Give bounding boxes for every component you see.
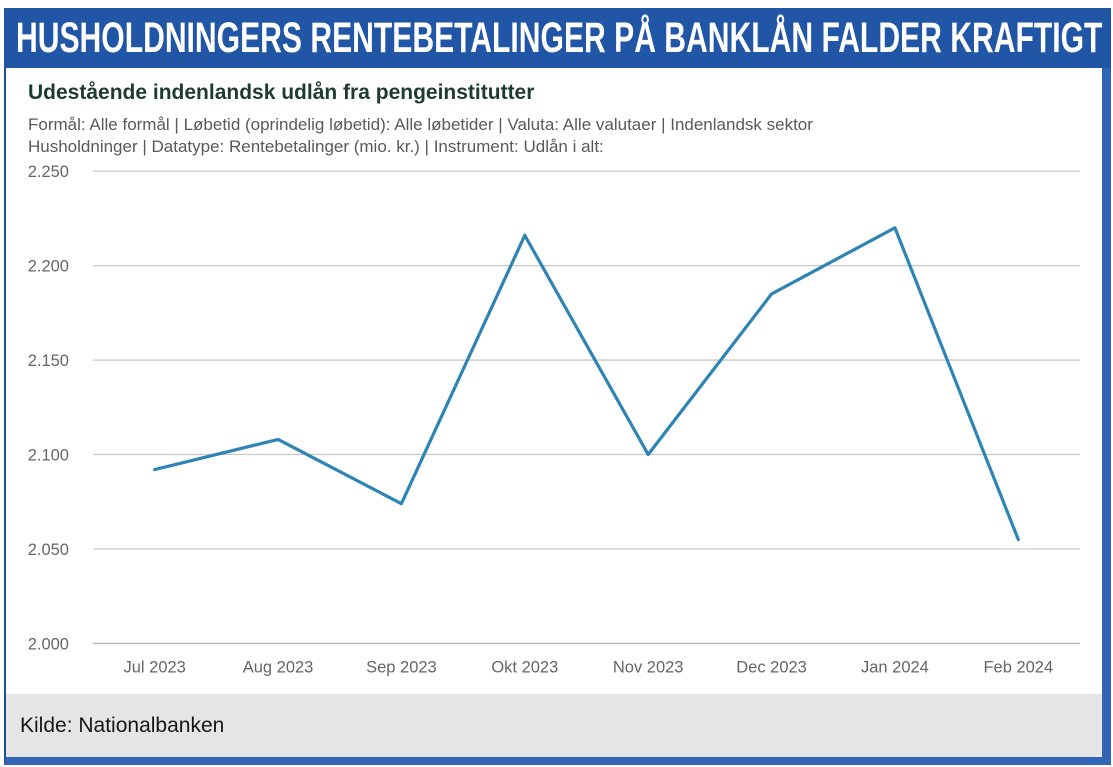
chart-header: Udestående indenlandsk udlån fra pengein… xyxy=(6,68,1102,158)
line-chart-canvas: 2.250 2.200 2.150 2.100 2.050 2.000 Jul 2023 Au… xyxy=(28,162,1080,677)
x-tick-label: Dec 2023 xyxy=(736,658,807,677)
headline-banner: HUSHOLDNINGERS RENTEBETALINGER PÅ BANKLÅ… xyxy=(4,8,1111,68)
y-tick-label: 2.050 xyxy=(28,540,69,559)
infographic-card: HUSHOLDNINGERS RENTEBETALINGER PÅ BANKLÅ… xyxy=(4,8,1111,765)
chart-panel: Udestående indenlandsk udlån fra pengein… xyxy=(4,68,1111,765)
x-tick-label: Jan 2024 xyxy=(861,658,929,677)
headline-text: HUSHOLDNINGERS RENTEBETALINGER PÅ BANKLÅ… xyxy=(16,13,1103,62)
line-chart: 2.250 2.200 2.150 2.100 2.050 2.000 Jul 2023 Au… xyxy=(6,158,1102,694)
x-tick-label: Aug 2023 xyxy=(243,658,314,677)
y-tick-label: 2.150 xyxy=(28,351,69,370)
source-footer: Kilde: Nationalbanken xyxy=(6,694,1102,757)
chart-subtitle-line2: Husholdninger | Datatype: Rentebetalinge… xyxy=(28,137,604,156)
y-tick-label: 2.000 xyxy=(28,634,69,653)
chart-title: Udestående indenlandsk udlån fra pengein… xyxy=(28,81,535,104)
chart-subtitle-line1: Formål: Alle formål | Løbetid (oprindeli… xyxy=(28,115,813,134)
source-text: Kilde: Nationalbanken xyxy=(20,713,225,737)
y-tick-label: 2.250 xyxy=(28,162,69,181)
y-tick-label: 2.200 xyxy=(28,257,69,276)
chart-subtitle: Formål: Alle formål | Løbetid (oprindeli… xyxy=(28,114,1084,158)
x-tick-label: Okt 2023 xyxy=(491,658,558,677)
data-line xyxy=(153,226,1020,542)
x-tick-label: Nov 2023 xyxy=(613,658,684,677)
x-tick-label: Sep 2023 xyxy=(366,658,437,677)
x-tick-label: Feb 2024 xyxy=(983,658,1053,677)
y-tick-label: 2.100 xyxy=(28,446,69,465)
x-tick-label: Jul 2023 xyxy=(124,658,186,677)
